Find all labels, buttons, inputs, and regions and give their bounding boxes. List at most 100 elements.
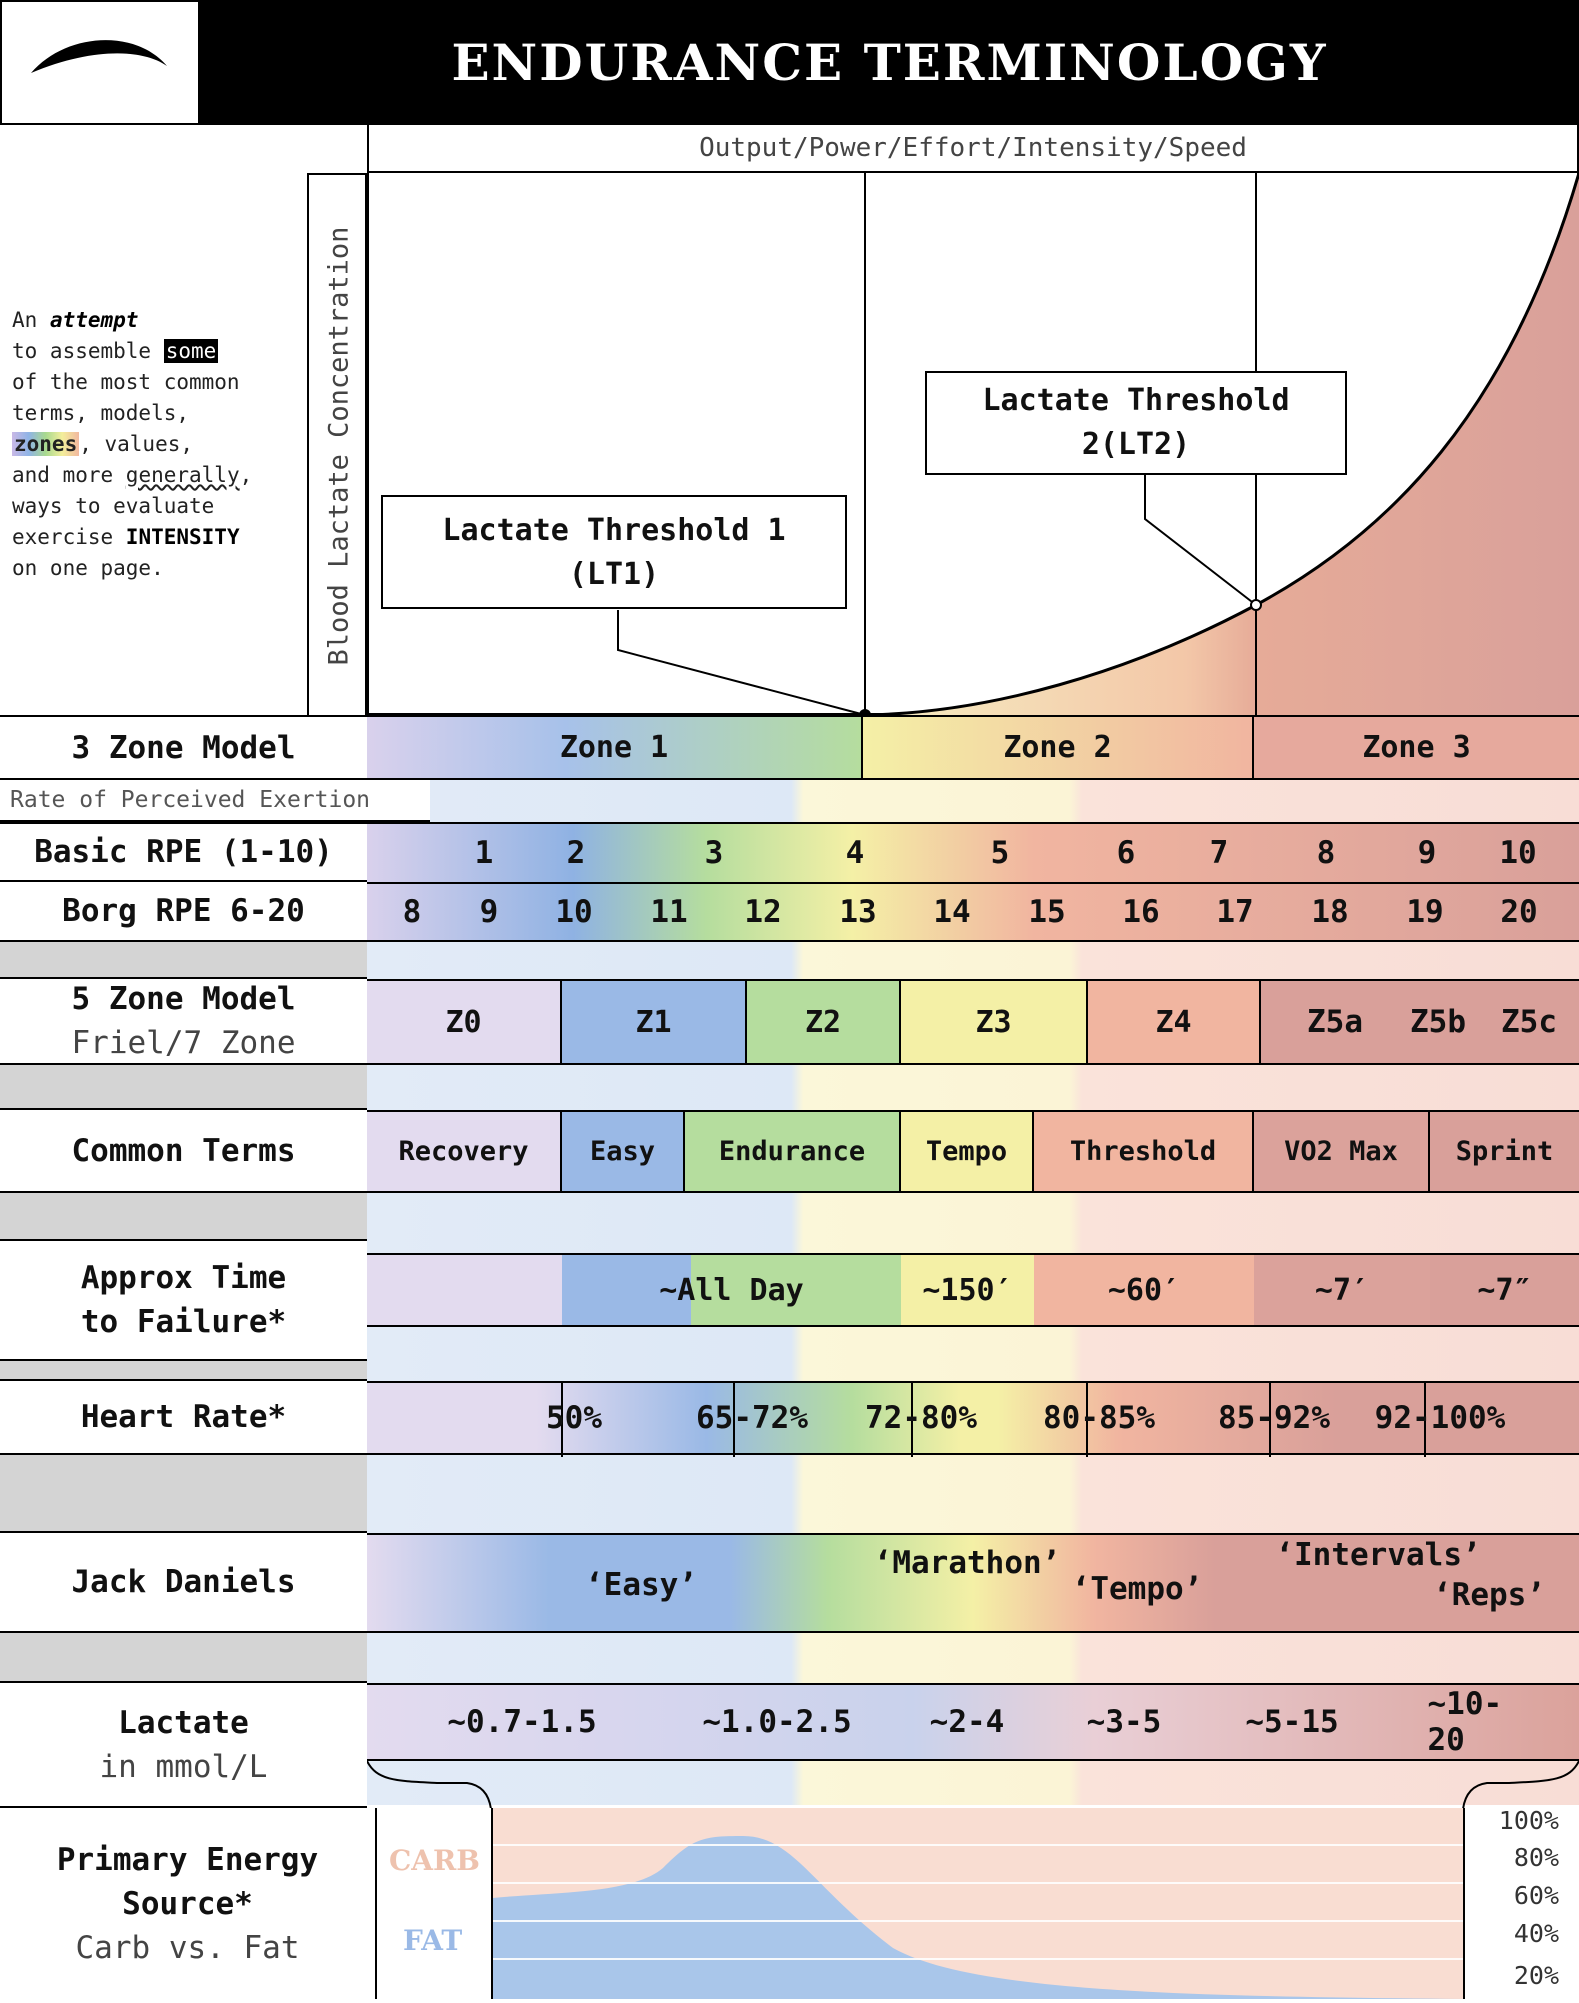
daniels-intervals: ‘Intervals’	[1275, 1537, 1481, 1573]
band-jack-daniels: ‘Easy’ ‘Marathon’ ‘Tempo’ ‘Intervals’ ‘R…	[367, 1533, 1579, 1633]
term-tempo: Tempo	[901, 1112, 1034, 1191]
band-common-terms: Recovery Easy Endurance Tempo Threshold …	[367, 1110, 1579, 1193]
lactate-value: ~10-20	[1427, 1686, 1503, 1758]
hr-80-85: 80-85%	[1043, 1400, 1155, 1436]
rpe-value: 6	[1116, 835, 1136, 871]
band-lactate: ~0.7-1.5 ~1.0-2.5 ~2-4 ~3-5 ~5-15 ~10-20	[367, 1683, 1579, 1761]
lactate-value: ~2-4	[929, 1704, 1005, 1740]
fat-label: FAT	[403, 1924, 463, 1957]
header-bar	[0, 0, 1579, 125]
z5b-label: Z5b	[1410, 1004, 1466, 1040]
row-gap	[0, 1455, 367, 1533]
lt1-callout: Lactate Threshold 1 (LT1)	[381, 495, 847, 609]
z5c-label: Z5c	[1501, 1004, 1557, 1040]
hr-65-72: 65-72%	[696, 1400, 808, 1436]
rpe-value: 4	[845, 835, 865, 871]
lactate-value: ~5-15	[1245, 1704, 1339, 1740]
rpe-value: 10	[1499, 835, 1537, 871]
band-heart-rate: 50% 65-72% 72-80% 80-85% 85-92% 92-100%	[367, 1381, 1579, 1457]
pct-label: 20%	[1513, 1961, 1559, 1990]
side-axis: Blood Lactate Concentration	[307, 173, 367, 715]
borg-value: 13	[839, 894, 877, 930]
carb-label: CARB	[389, 1844, 480, 1877]
energy-source-chart	[493, 1808, 1463, 1999]
term-endurance: Endurance	[685, 1112, 901, 1191]
rpe-value: 3	[704, 835, 724, 871]
lactate-value: ~0.7-1.5	[447, 1704, 597, 1740]
rpe-value: 5	[990, 835, 1010, 871]
borg-value: 15	[1028, 894, 1066, 930]
lt1-point	[859, 709, 871, 715]
brace-connector	[367, 1761, 1579, 1810]
borg-value: 10	[555, 894, 593, 930]
ttf-all-day: ~All Day	[562, 1255, 901, 1325]
page-title: ENDURANCE TERMINOLOGY	[451, 33, 1328, 92]
brand-logo	[0, 0, 200, 125]
band-basic-rpe: 1 2 3 4 5 6 7 8 9 10	[367, 822, 1579, 882]
borg-value: 9	[479, 894, 499, 930]
band-time-to-failure: ~All Day ~150′ ~60′ ~7′ ~7″	[367, 1253, 1579, 1327]
z0-cell: Z0	[367, 981, 562, 1063]
row-label-5-zone: 5 Zone Model Friel/7 Zone	[0, 979, 367, 1065]
hr-72-80: 72-80%	[865, 1400, 977, 1436]
lt1-leader	[617, 610, 866, 715]
carb-fat-legend: CARB FAT	[377, 1808, 493, 1999]
row-gap	[0, 1633, 367, 1683]
daniels-easy: ‘Easy’	[585, 1567, 697, 1603]
top-axis-label: Output/Power/Effort/Intensity/Speed	[367, 125, 1579, 173]
row-label-energy: Primary Energy Source* Carb vs. Fat	[0, 1808, 377, 1999]
z1-cell: Z1	[562, 981, 747, 1063]
energy-svg	[493, 1808, 1463, 1999]
rpe-value: 1	[474, 835, 494, 871]
row-gap	[0, 1361, 367, 1381]
lactate-curve-panel: Lactate Threshold 1 (LT1) Lactate Thresho…	[367, 173, 1579, 715]
daniels-marathon: ‘Marathon’	[873, 1545, 1061, 1581]
term-recovery: Recovery	[367, 1112, 562, 1191]
borg-value: 18	[1311, 894, 1349, 930]
rpe-value: 7	[1209, 835, 1229, 871]
borg-value: 20	[1500, 894, 1538, 930]
zone-3-cell: Zone 3	[1254, 717, 1579, 778]
hr-50: 50%	[546, 1400, 602, 1436]
term-threshold: Threshold	[1034, 1112, 1254, 1191]
lt2-callout: Lactate Threshold 2(LT2)	[925, 371, 1347, 475]
band-borg-rpe: 8 9 10 11 12 13 14 15 16 17 18 19 20	[367, 882, 1579, 942]
row-label-3-zone: 3 Zone Model	[0, 715, 367, 780]
z5a-label: Z5a	[1307, 1004, 1363, 1040]
row-label-borg-rpe: Borg RPE 6-20	[0, 882, 367, 942]
rpe-value: 2	[566, 835, 586, 871]
borg-value: 11	[650, 894, 688, 930]
rpe-heading: Rate of Perceived Exertion	[0, 780, 430, 822]
row-label-time-to-failure: Approx Time to Failure*	[0, 1241, 367, 1361]
z4-cell: Z4	[1088, 981, 1261, 1063]
curve-fill	[865, 173, 1579, 715]
hr-85-92: 85-92%	[1218, 1400, 1330, 1436]
row-label-basic-rpe: Basic RPE (1-10)	[0, 822, 367, 882]
ttf-blank	[367, 1255, 562, 1325]
band-5-zone: Z0 Z1 Z2 Z3 Z4 Z5a Z5b Z5c	[367, 979, 1579, 1065]
daniels-reps: ‘Reps’	[1433, 1577, 1545, 1613]
percent-axis: 100% 80% 60% 40% 20%	[1463, 1806, 1579, 1999]
z3-cell: Z3	[901, 981, 1088, 1063]
lt2-point	[1250, 599, 1262, 611]
intro-text: An attempt to assemble some of the most …	[12, 308, 253, 580]
borg-value: 8	[402, 894, 422, 930]
lt2-leader	[1144, 475, 1257, 606]
daniels-tempo: ‘Tempo’	[1071, 1571, 1203, 1607]
rpe-value: 8	[1316, 835, 1336, 871]
row-gap	[0, 942, 367, 979]
band-3-zone: Zone 1 Zone 2 Zone 3	[367, 715, 1579, 780]
ttf-7sec: ~7″	[1430, 1255, 1579, 1325]
zone-1-cell: Zone 1	[367, 717, 863, 778]
row-gap	[0, 1065, 367, 1110]
borg-value: 17	[1216, 894, 1254, 930]
ttf-60: ~60′	[1034, 1255, 1254, 1325]
zone-2-cell: Zone 2	[863, 717, 1254, 778]
row-label-jack-daniels: Jack Daniels	[0, 1533, 367, 1633]
lactate-value: ~3-5	[1086, 1704, 1162, 1740]
term-sprint: Sprint	[1430, 1112, 1579, 1191]
borg-value: 19	[1406, 894, 1444, 930]
hr-92-100: 92-100%	[1374, 1400, 1506, 1436]
term-easy: Easy	[562, 1112, 685, 1191]
z2-cell: Z2	[747, 981, 901, 1063]
